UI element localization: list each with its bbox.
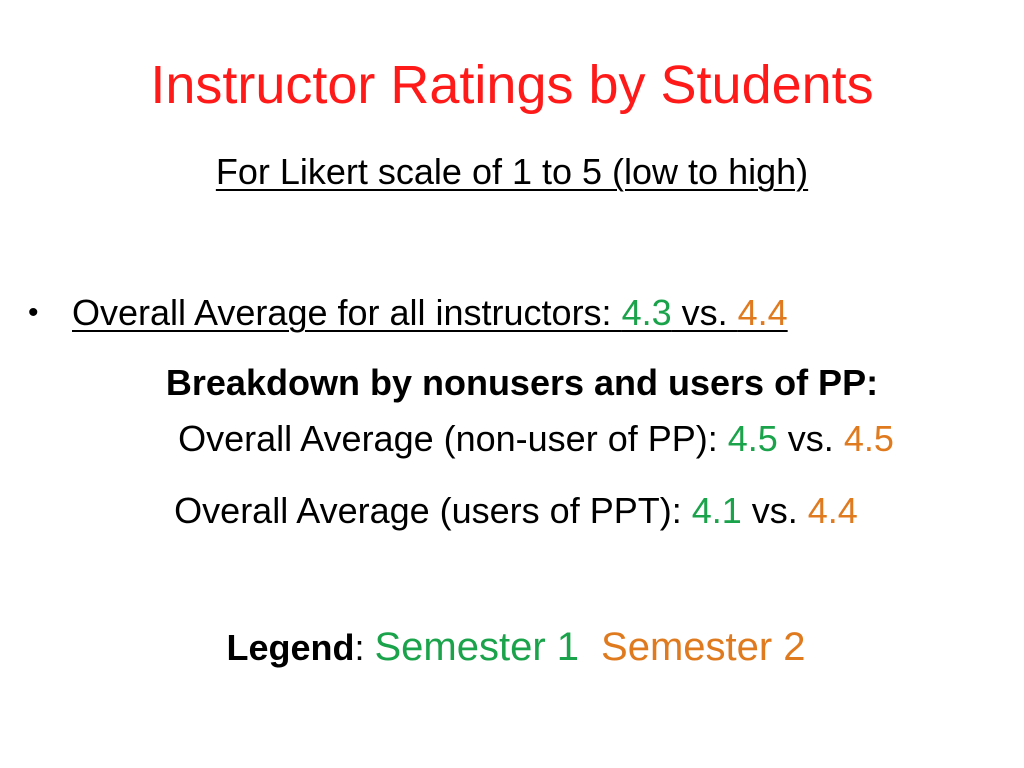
users-label: Overall Average (users of PPT): [174, 490, 692, 531]
users-vs: vs. [741, 490, 808, 531]
bullet-dot-icon: • [28, 296, 39, 329]
slide-subtitle: For Likert scale of 1 to 5 (low to high) [0, 150, 1024, 194]
subtitle-text: For Likert scale of 1 to 5 (low to high) [215, 151, 809, 192]
overall-semester1-value: 4.3 [621, 292, 672, 333]
users-semester1-value: 4.1 [691, 490, 742, 531]
overall-average-label: Overall Average for all instructors: [72, 292, 622, 333]
legend: Legend: Semester 1 Semester 2 [4, 624, 1024, 671]
users-average-line: Overall Average (users of PPT): 4.1 vs. … [4, 488, 1024, 534]
overall-average-text: Overall Average for all instructors: 4.3… [72, 292, 788, 333]
nonuser-label: Overall Average (non-user of PP): [178, 418, 728, 459]
breakdown-heading: Breakdown by nonusers and users of PP: [165, 362, 879, 403]
nonuser-vs: vs. [777, 418, 844, 459]
legend-label: Legend [226, 627, 355, 668]
legend-semester1: Semester 1 [374, 625, 580, 669]
overall-vs: vs. [671, 292, 738, 333]
nonuser-semester2-value: 4.5 [843, 418, 894, 459]
overall-semester2-value: 4.4 [737, 292, 788, 333]
legend-semester2: Semester 2 [601, 625, 806, 669]
slide-title: Instructor Ratings by Students [150, 55, 874, 115]
nonuser-semester1-value: 4.5 [727, 418, 778, 459]
users-semester2-value: 4.4 [807, 490, 858, 531]
nonuser-average-line: Overall Average (non-user of PP): 4.5 vs… [24, 416, 1024, 462]
legend-separator: : [354, 627, 375, 668]
overall-average-bullet: • Overall Average for all instructors: 4.… [28, 290, 788, 336]
